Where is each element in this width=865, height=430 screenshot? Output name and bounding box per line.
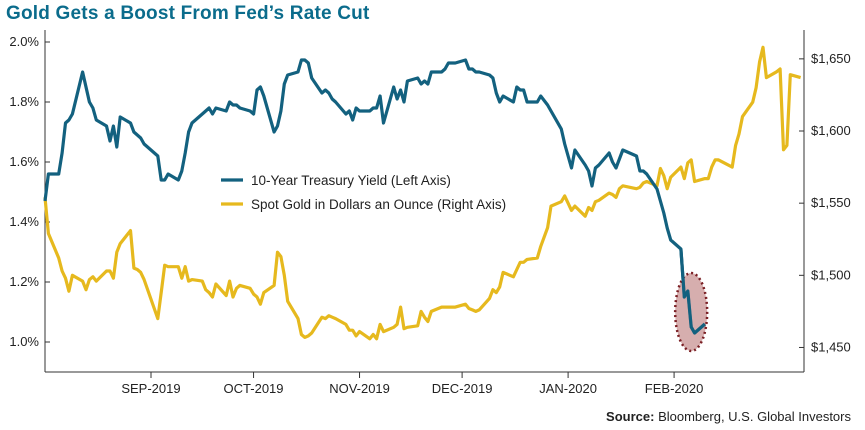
source-label: Source: [606, 409, 655, 424]
x-tick-label: NOV-2019 [329, 381, 390, 396]
left-tick-label: 1.4% [9, 214, 39, 229]
x-tick-label: OCT-2019 [224, 381, 284, 396]
right-tick-label: $1,550 [811, 195, 851, 210]
source-text: Bloomberg, U.S. Global Investors [658, 409, 851, 424]
source-note: Source: Bloomberg, U.S. Global Investors [606, 409, 851, 424]
legend: 10-Year Treasury Yield (Left Axis) Spot G… [221, 173, 506, 212]
gold-price-line [43, 45, 802, 341]
x-tick-label: SEP-2019 [121, 381, 180, 396]
right-tick-label: $1,650 [811, 51, 851, 66]
left-tick-label: 1.2% [9, 274, 39, 289]
x-axis-ticks: SEP-2019 OCT-2019 NOV-2019 DEC-2019 JAN-2020… [121, 372, 703, 396]
right-axis-ticks: $1,650 $1,600 $1,550 $1,500 $1,450 [799, 51, 851, 354]
treasury-yield-line [43, 58, 706, 335]
x-tick-label: FEB-2020 [645, 381, 704, 396]
left-tick-label: 2.0% [9, 34, 39, 49]
right-tick-label: $1,600 [811, 123, 851, 138]
chart-title: Gold Gets a Boost From Fed’s Rate Cut [6, 3, 370, 24]
x-tick-label: DEC-2019 [432, 381, 493, 396]
legend-label: 10-Year Treasury Yield (Left Axis) [251, 173, 451, 188]
left-tick-label: 1.8% [9, 94, 39, 109]
left-tick-label: 1.6% [9, 154, 39, 169]
left-axis-ticks: 2.0% 1.8% 1.6% 1.4% 1.2% 1.0% [9, 34, 50, 349]
x-tick-label: JAN-2020 [539, 381, 597, 396]
legend-label: Spot Gold in Dollars an Ounce (Right Axi… [251, 197, 506, 212]
left-tick-label: 1.0% [9, 334, 39, 349]
right-tick-label: $1,450 [811, 339, 851, 354]
treasury-yield-line-highlight [679, 248, 706, 335]
right-tick-label: $1,500 [811, 267, 851, 282]
